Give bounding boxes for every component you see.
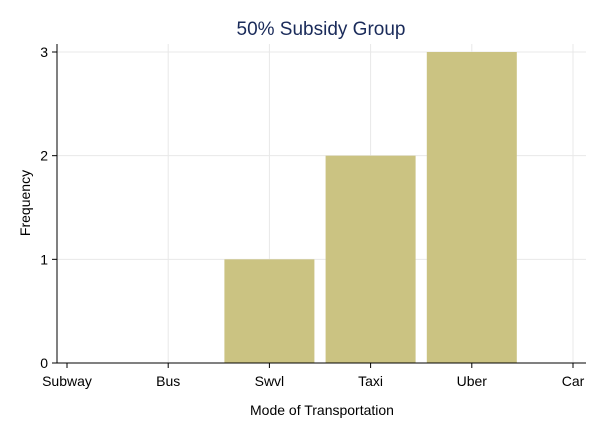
bar-uber	[426, 52, 517, 363]
x-tick-label-taxi: Taxi	[358, 373, 383, 389]
chart-title: 50% Subsidy Group	[237, 19, 406, 40]
y-tick-label-3: 3	[40, 44, 48, 60]
x-tick-label-bus: Bus	[156, 373, 180, 389]
bar-swvl	[224, 259, 315, 363]
y-tick-label-1: 1	[40, 251, 48, 267]
x-tick-label-uber: Uber	[457, 373, 488, 389]
x-axis-label: Mode of Transportation	[250, 402, 394, 418]
x-tick-label-car: Car	[562, 373, 585, 389]
y-tick-label-2: 2	[40, 148, 48, 164]
y-axis-label: Frequency	[17, 170, 33, 236]
axes	[56, 44, 586, 364]
y-tick-label-0: 0	[40, 355, 48, 371]
x-tick-label-subway: Subway	[42, 373, 92, 389]
bar-taxi	[325, 155, 416, 363]
y-tick-labels: 0 1 2 3	[40, 44, 57, 371]
bars	[224, 52, 517, 363]
x-tick-labels: Subway Bus Swvl Taxi Uber Car	[42, 363, 585, 389]
x-tick-label-swvl: Swvl	[255, 373, 285, 389]
